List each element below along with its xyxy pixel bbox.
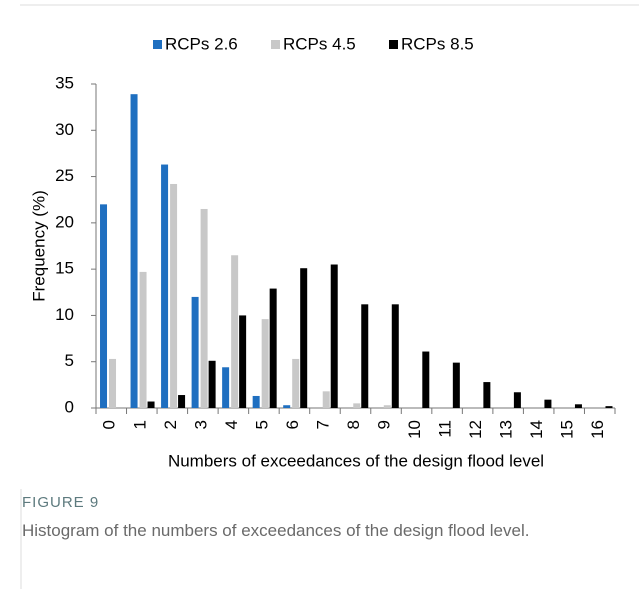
bar [483, 382, 491, 408]
bar [239, 315, 247, 408]
figure-label: FIGURE 9 [22, 494, 100, 511]
bar [200, 208, 208, 408]
y-tick-label: 20 [55, 212, 74, 231]
y-tick-label: 0 [65, 397, 74, 416]
bar [147, 401, 155, 408]
x-tick-label: 12 [466, 420, 485, 439]
x-tick-label: 9 [375, 420, 394, 429]
y-tick-label: 30 [55, 120, 74, 139]
x-axis-title: Numbers of exceedances of the design flo… [168, 451, 544, 470]
figure-caption: Histogram of the numbers of exceedances … [22, 521, 530, 540]
chart: Frequency (%) Numbers of exceedances of … [20, 4, 639, 470]
legend-swatch [153, 40, 162, 49]
bar [383, 405, 391, 408]
bar [353, 403, 361, 408]
legend-label: RCPs 8.5 [401, 34, 474, 53]
bar [130, 94, 138, 408]
x-tick-label: 14 [527, 420, 546, 439]
x-tick-label: 10 [405, 420, 424, 439]
y-tick-label: 35 [55, 73, 74, 92]
y-tick-label: 10 [55, 305, 74, 324]
bar [222, 367, 230, 408]
bar [208, 360, 216, 408]
bar [231, 255, 239, 408]
bar [300, 268, 308, 408]
bar [178, 395, 186, 408]
bar [361, 304, 369, 408]
bar [605, 406, 613, 408]
x-tick-label: 3 [191, 420, 210, 429]
bar [513, 392, 521, 408]
x-tick-label: 2 [161, 420, 180, 429]
bar [139, 271, 147, 408]
x-tick-label: 15 [558, 420, 577, 439]
x-tick-label: 5 [252, 420, 271, 429]
bar [191, 296, 199, 408]
bar [109, 358, 117, 408]
y-tick-label: 25 [55, 166, 74, 185]
x-tick-label: 16 [588, 420, 607, 439]
y-tick-label: 15 [55, 259, 74, 278]
bar [574, 404, 582, 408]
bar [422, 351, 430, 408]
legend-label: RCPs 4.5 [283, 34, 356, 53]
bar [100, 204, 108, 408]
caption-rule [20, 489, 22, 589]
legend-label: RCPs 2.6 [165, 34, 238, 53]
x-tick-label: 11 [436, 420, 455, 438]
bar [391, 304, 399, 408]
bar [330, 264, 338, 408]
legend-swatch [389, 40, 398, 49]
bar [292, 358, 300, 408]
bar [261, 319, 269, 408]
bar [252, 395, 260, 408]
x-tick-label: 8 [344, 420, 363, 429]
legend-swatch [271, 40, 280, 49]
bar [269, 288, 277, 408]
bar [452, 362, 460, 408]
bar [322, 391, 330, 408]
y-axis-title: Frequency (%) [29, 190, 48, 301]
x-tick-label: 1 [130, 420, 149, 429]
x-tick-label: 4 [222, 420, 241, 429]
x-tick-label: 6 [283, 420, 302, 429]
x-tick-label: 0 [100, 420, 119, 429]
bar [544, 399, 552, 408]
x-tick-label: 7 [313, 420, 332, 429]
y-tick-label: 5 [65, 351, 74, 370]
bar [161, 164, 169, 408]
x-tick-label: 13 [497, 420, 516, 439]
bar [283, 405, 291, 408]
bar [170, 183, 178, 408]
